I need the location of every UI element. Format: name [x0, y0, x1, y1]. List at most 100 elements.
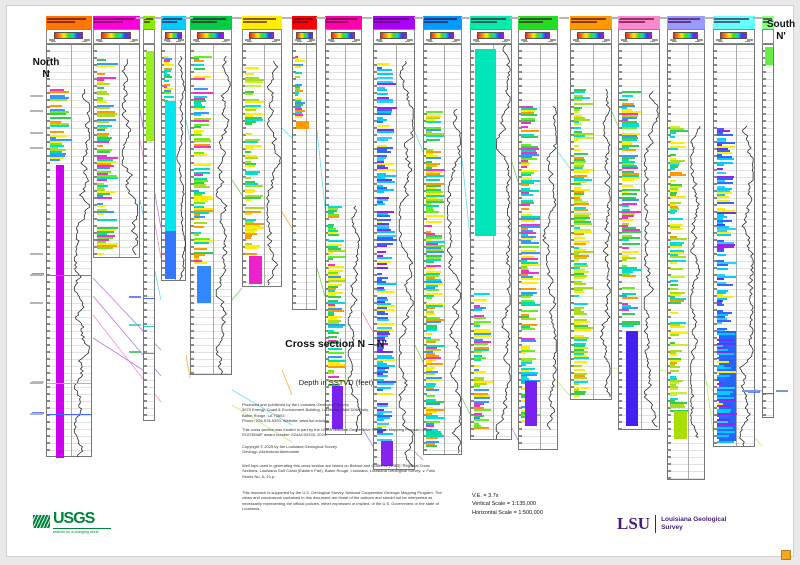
lithology-bar	[473, 307, 486, 309]
lithology-bar	[193, 254, 206, 256]
lithology-bar	[716, 389, 733, 391]
lithology-bar	[328, 342, 340, 344]
annotation-marker[interactable]	[781, 550, 791, 560]
lithology-bar	[245, 189, 256, 191]
scale-microtext	[652, 39, 658, 41]
lithology-bar	[376, 151, 391, 153]
lithology-bar	[573, 319, 588, 321]
lithology-bar	[621, 273, 631, 275]
lithology-bar	[376, 361, 383, 363]
lithology-bar	[376, 177, 385, 179]
lithology-bar	[621, 119, 628, 121]
scale-microtext	[130, 40, 135, 42]
lithology-bar	[294, 64, 303, 66]
lithology-bar	[96, 115, 116, 117]
well-scale-header	[570, 29, 612, 44]
lithology-bar	[521, 122, 532, 124]
lithology-fill	[475, 49, 497, 236]
lithology-bar	[521, 158, 537, 160]
lithology-bar	[376, 283, 397, 285]
lithology-bar	[621, 115, 638, 117]
lithology-bar	[521, 304, 541, 306]
lithology-bar	[328, 302, 345, 304]
lithology-bar	[521, 288, 536, 290]
lithology-bar	[426, 183, 445, 185]
lithology-bar	[716, 300, 724, 302]
lithology-bar	[521, 246, 540, 248]
scale-microtext	[550, 39, 556, 41]
lithology-bar	[328, 326, 343, 328]
lithology-bar	[670, 322, 687, 324]
well-log-track	[713, 44, 755, 447]
scale-microtext	[695, 40, 700, 42]
lithology-bar	[573, 375, 586, 377]
lithology-bar	[96, 165, 115, 167]
lithology-bar	[573, 287, 594, 289]
lithology-bar	[294, 110, 305, 112]
lithology-bar	[621, 193, 637, 195]
lithology-bar	[573, 395, 580, 397]
lithology-bar	[716, 244, 736, 246]
scale-microtext	[604, 39, 610, 41]
lithology-bar	[376, 227, 390, 229]
lithology-bar	[376, 131, 394, 133]
lithology-bar	[573, 377, 587, 379]
lithology-bar	[716, 322, 722, 324]
lithology-bar	[426, 241, 445, 243]
lithology-bar	[670, 242, 684, 244]
lithology-bar	[716, 268, 728, 270]
lithology-bar	[96, 177, 118, 179]
lithology-bar	[328, 272, 338, 274]
scale-block: V.E. = 3.7x Vertical Scale = 1:135,000 H…	[472, 492, 612, 517]
lithology-bar	[376, 379, 385, 381]
lithology-bar	[376, 87, 385, 89]
lithology-bar	[328, 320, 342, 322]
lithology-bar	[426, 175, 445, 177]
lithology-bar	[573, 109, 581, 111]
lithology-bar	[521, 234, 529, 236]
lithology-bar	[716, 292, 727, 294]
lithology-bar	[245, 191, 254, 193]
lithology-bar	[328, 372, 335, 374]
lithology-bar	[376, 327, 392, 329]
lithology-bar	[376, 307, 388, 309]
lithology-bar	[426, 237, 442, 239]
lithology-bar	[328, 212, 335, 214]
lithology-bar	[573, 161, 587, 163]
lithology-bar	[573, 119, 591, 121]
lithology-bar	[376, 343, 389, 345]
lithology-bar	[621, 103, 635, 105]
lithology-bar	[328, 264, 335, 266]
scale-microtext	[405, 40, 410, 42]
lithology-bar	[573, 177, 585, 179]
color-scale-bar	[380, 32, 407, 39]
lithology-bar	[716, 142, 736, 144]
lithology-bar	[245, 181, 255, 183]
lithology-bar	[328, 288, 336, 290]
lithology-bar	[294, 98, 302, 100]
lithology-bar	[376, 359, 395, 361]
lithology-bar	[376, 199, 388, 201]
lithology-bar	[521, 164, 529, 166]
depth-tick-strip	[519, 45, 522, 449]
lithology-bar	[573, 281, 582, 283]
lithology-bar	[670, 350, 683, 352]
lithology-bar	[245, 101, 265, 103]
lithology-bar	[96, 141, 109, 143]
lithology-bar	[621, 143, 632, 145]
lithology-bar	[521, 134, 534, 136]
lithology-bar	[521, 300, 534, 302]
lithology-bar	[621, 215, 635, 217]
gamma-log-curve	[739, 125, 754, 447]
lithology-bar	[670, 244, 683, 246]
lithology-bar	[376, 129, 395, 131]
lithology-bar	[521, 252, 540, 254]
color-scale-bar	[53, 32, 83, 39]
lithology-bar	[328, 234, 339, 236]
lithology-bar	[621, 163, 634, 165]
lithology-bar	[573, 169, 594, 171]
lithology-bar	[521, 144, 531, 146]
lithology-bar	[621, 171, 635, 173]
gamma-log-curve	[643, 90, 659, 428]
